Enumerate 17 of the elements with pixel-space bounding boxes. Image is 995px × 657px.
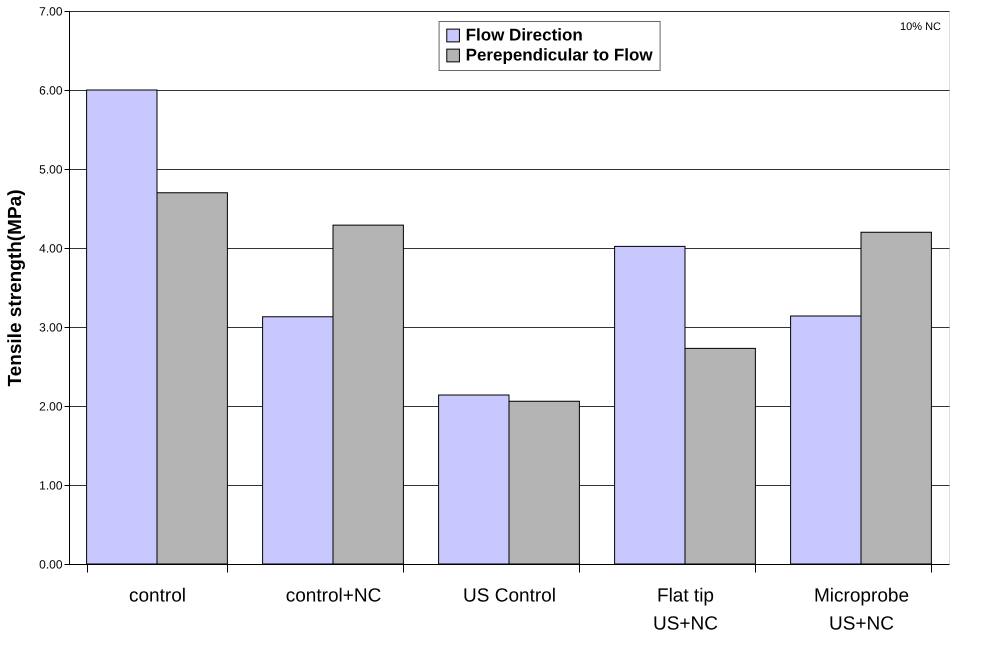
y-tick-label: 7.00 — [39, 4, 63, 18]
annotation: 10% NC — [900, 21, 942, 33]
y-tick-label: 2.00 — [39, 400, 63, 414]
x-tick-label: Microprobe US+NC — [814, 586, 910, 634]
legend-label: Flow Direction — [466, 26, 583, 44]
y-axis-title: Tensile strength(MPa) — [5, 189, 26, 387]
y-tick-label: 3.00 — [39, 320, 63, 334]
y-tick-label: 4.00 — [39, 242, 63, 256]
x-tick-label: control — [128, 586, 186, 606]
x-tick-label: control+NC — [286, 586, 382, 606]
legend-label: Perependicular to Flow — [466, 46, 654, 64]
x-tick-label: US Control — [463, 586, 556, 606]
y-tick-label: 0.00 — [39, 558, 63, 572]
y-tick-label: 6.00 — [39, 84, 63, 98]
y-tick-label: 1.00 — [39, 478, 63, 492]
y-tick-label: 5.00 — [39, 162, 63, 176]
x-tick-label: Flat tip US+NC — [653, 586, 718, 634]
